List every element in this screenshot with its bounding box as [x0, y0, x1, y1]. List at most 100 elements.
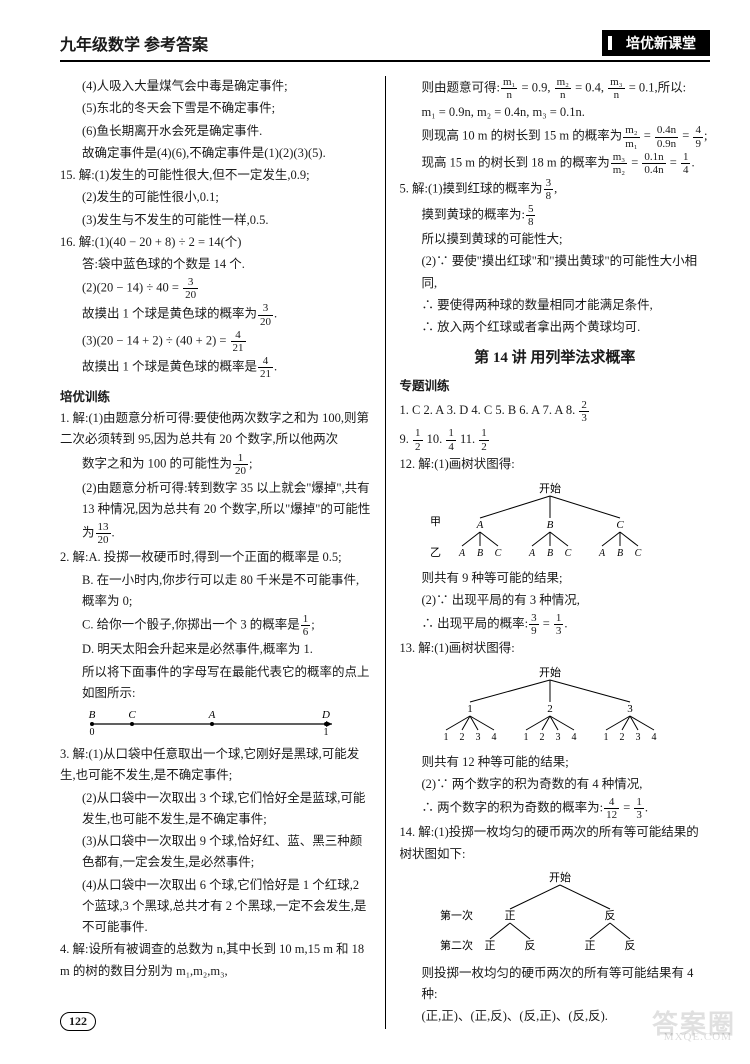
svg-text:B: B [89, 709, 96, 721]
svg-text:正: 正 [584, 940, 595, 952]
tree3-svg: 开始 第一次 正反 第二次 正反正反 [400, 869, 700, 955]
fraction: 421 [258, 355, 273, 380]
fraction: 13 [554, 612, 564, 637]
text: 14. 解:(1)投掷一枚均匀的硬币两次的所有等可能结果的树状图如下: [400, 822, 711, 865]
svg-text:0: 0 [90, 727, 95, 736]
watermark-url: MXQE.COM [664, 1031, 732, 1043]
fraction: 23 [579, 399, 589, 424]
svg-text:A: A [597, 548, 605, 559]
text: 故摸出 1 个球是黄色球的概率为 [82, 307, 257, 321]
text-frac: (2)(20 − 14) ÷ 40 = 320 [60, 276, 371, 301]
svg-text:反: 反 [624, 939, 635, 952]
text: (2)(20 − 14) ÷ 40 = [82, 281, 182, 295]
text-frac: 5. 解:(1)摸到红球的概率为38, [400, 177, 711, 202]
svg-text:第一次: 第一次 [440, 908, 473, 922]
fraction: 0.4n0.9n [655, 124, 678, 149]
fraction: 421 [231, 329, 246, 354]
svg-text:反: 反 [524, 939, 535, 952]
svg-text:1: 1 [324, 727, 329, 736]
answer-row: 9. 12 10. 14 11. 12 [400, 426, 711, 454]
svg-text:1: 1 [467, 703, 473, 715]
fraction: 320 [183, 276, 198, 301]
text: 故摸出 1 个球是黄色球的概率是 [82, 359, 257, 373]
text: D. 明天太阳会升起来是必然事件,概率为 1. [60, 639, 371, 660]
svg-text:A: A [208, 709, 216, 721]
svg-text:2: 2 [619, 732, 624, 743]
number-line-svg: B C A D 0 1 [82, 708, 342, 736]
fraction: m₁n [501, 76, 517, 101]
svg-text:C: C [564, 548, 571, 559]
text: (5)东北的冬天会下雪是不确定事件; [60, 98, 371, 119]
page: 九年级数学 参考答案 培优新课堂 (4)人吸入大量煤气会中毒是确定事件; (5)… [0, 0, 750, 1049]
text: 4. 解:设所有被调查的总数为 n,其中长到 10 m,15 m 和 18 m … [60, 939, 371, 982]
svg-text:C: C [616, 519, 624, 531]
left-column: (4)人吸入大量煤气会中毒是确定事件; (5)东北的冬天会下雪是不确定事件; (… [60, 76, 371, 1029]
svg-text:开始: 开始 [539, 481, 561, 495]
svg-text:3: 3 [635, 732, 640, 743]
text-frac: 则由题意可得:m₁n = 0.9, m₂n = 0.4, m₃n = 0.1,所… [400, 76, 711, 101]
svg-text:1: 1 [603, 732, 608, 743]
section-heading: 培优训练 [60, 386, 371, 405]
text: 3. 解:(1)从口袋中任意取出一个球,它刚好是黑球,可能发生,也可能不发生,是… [60, 744, 371, 787]
text: (2)∵ 两个数字的积为奇数的有 4 种情况, [400, 774, 711, 795]
svg-text:D: D [321, 709, 330, 721]
text-frac: 故摸出 1 个球是黄色球的概率为320. [60, 302, 371, 327]
svg-text:正: 正 [504, 910, 515, 922]
text: 则共有 12 种等可能的结果; [400, 752, 711, 773]
svg-text:乙: 乙 [430, 546, 441, 559]
text: 故确定事件是(4)(6),不确定事件是(1)(2)(3)(5). [60, 143, 371, 164]
fraction: 12 [413, 427, 423, 452]
lesson-title: 第 14 讲 用列举法求概率 [400, 346, 711, 367]
text: (3)发生与不发生的可能性一样,0.5. [60, 210, 371, 231]
text: (2)∵ 要使"摸出红球"和"摸出黄球"的可能性大小相同, [400, 251, 711, 294]
text: (2)∵ 出现平局的有 3 种情况, [400, 590, 711, 611]
svg-text:4: 4 [651, 732, 656, 743]
text-frac: ∴ 两个数字的积为奇数的概率为:412 = 13. [400, 796, 711, 821]
text: 13. 解:(1)画树状图得: [400, 638, 711, 659]
text-frac: ∴ 出现平局的概率:39 = 13. [400, 612, 711, 637]
svg-text:3: 3 [475, 732, 480, 743]
svg-text:1: 1 [523, 732, 528, 743]
svg-text:开始: 开始 [549, 870, 571, 884]
text: (4)人吸入大量煤气会中毒是确定事件; [60, 76, 371, 97]
fraction: 14 [681, 151, 691, 176]
svg-text:4: 4 [571, 732, 576, 743]
header-title: 九年级数学 参考答案 [60, 31, 208, 55]
svg-text:反: 反 [604, 909, 615, 922]
svg-text:3: 3 [555, 732, 560, 743]
text: (4)从口袋中一次取出 6 个球,它们恰好是 1 个红球,2 个蓝球,3 个黑球… [60, 875, 371, 939]
text: (3)从口袋中一次取出 9 个球,恰好红、蓝、黑三种颜色都有,一定会发生,是必然… [60, 831, 371, 874]
svg-text:1: 1 [443, 732, 448, 743]
fraction: 1320 [96, 521, 111, 546]
text-frac: 则现高 10 m 的树长到 15 m 的概率为m₂m₁ = 0.4n0.9n =… [400, 124, 711, 149]
text: (2)从口袋中一次取出 3 个球,它们恰好全是蓝球,可能发生,也可能不发生,是不… [60, 788, 371, 831]
text: 15. 解:(1)发生的可能性很大,但不一定发生,0.9; [60, 165, 371, 186]
tree1-svg: 开始 甲 ABC 乙 ABC ABC ABC [400, 480, 700, 560]
fraction: 120 [233, 452, 248, 477]
number-line-diagram: B C A D 0 1 [60, 708, 371, 740]
text: B. 在一小时内,你步行可以走 80 千米是不可能事件,概率为 0; [60, 570, 371, 613]
svg-text:2: 2 [459, 732, 464, 743]
right-column: 则由题意可得:m₁n = 0.9, m₂n = 0.4, m₃n = 0.1,所… [400, 76, 711, 1029]
text-frac: 为1320. [60, 521, 371, 546]
fraction: 13 [634, 796, 644, 821]
svg-text:4: 4 [491, 732, 496, 743]
svg-text:B: B [616, 548, 622, 559]
text: (2)由题意分析可得:转到数字 35 以上就会"爆掉",共有 13 种情况,因为… [60, 478, 371, 521]
fraction: 38 [544, 177, 554, 202]
text: (6)鱼长期离开水会死是确定事件. [60, 121, 371, 142]
fraction: m₃m₂ [611, 151, 627, 176]
svg-text:开始: 开始 [539, 665, 561, 679]
header-badge: 培优新课堂 [602, 30, 710, 56]
svg-text:正: 正 [484, 940, 495, 952]
fraction: 16 [301, 613, 311, 638]
text: 16. 解:(1)(40 − 20 + 8) ÷ 2 = 14(个) [60, 232, 371, 253]
svg-text:A: A [527, 548, 535, 559]
svg-text:A: A [457, 548, 465, 559]
column-divider [385, 76, 386, 1029]
text: 所以摸到黄球的可能性大; [400, 229, 711, 250]
text-frac: 摸到黄球的概率为:58 [400, 203, 711, 228]
fraction: 39 [529, 612, 539, 637]
fraction: 58 [526, 203, 536, 228]
text: (2)发生的可能性很小,0.1; [60, 187, 371, 208]
